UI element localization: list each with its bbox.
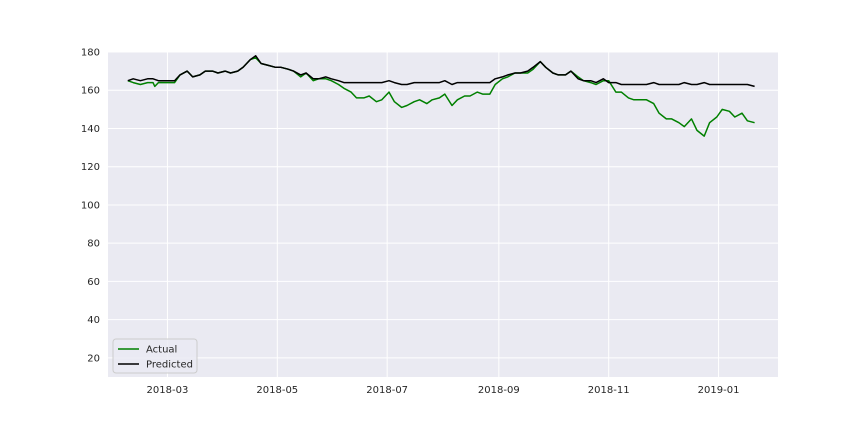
y-tick-label-140: 140 [81,124,100,135]
y-tick-label-120: 120 [81,162,100,173]
x-tick-label-2018-09: 2018-09 [478,385,520,396]
y-tick-label-60: 60 [87,277,100,288]
legend-label-predicted: Predicted [146,360,193,371]
x-tick-label-2018-07: 2018-07 [366,385,408,396]
y-tick-label-80: 80 [87,239,100,250]
y-axis: 20 40 60 80 100 120 140 160 180 [81,48,100,365]
x-axis: 2018-03 2018-05 2018-07 2018-09 2018-11 2019-… [147,385,740,396]
x-tick-label-2019-01: 2019-01 [698,385,740,396]
grid-lines [108,51,778,377]
y-tick-label-100: 100 [81,200,100,211]
x-tick-label-2018-11: 2018-11 [588,385,630,396]
y-tick-label-20: 20 [87,353,100,364]
x-tick-label-2018-05: 2018-05 [256,385,298,396]
x-tick-label-2018-03: 2018-03 [147,385,189,396]
legend: Actual Predicted [112,338,198,374]
plot-area [108,52,778,377]
y-tick-label-160: 160 [81,86,100,97]
series-lines [127,55,755,137]
y-tick-label-180: 180 [81,48,100,59]
legend-label-actual: Actual [146,345,177,356]
y-tick-label-40: 40 [87,315,100,326]
series-line-predicted [127,55,755,88]
